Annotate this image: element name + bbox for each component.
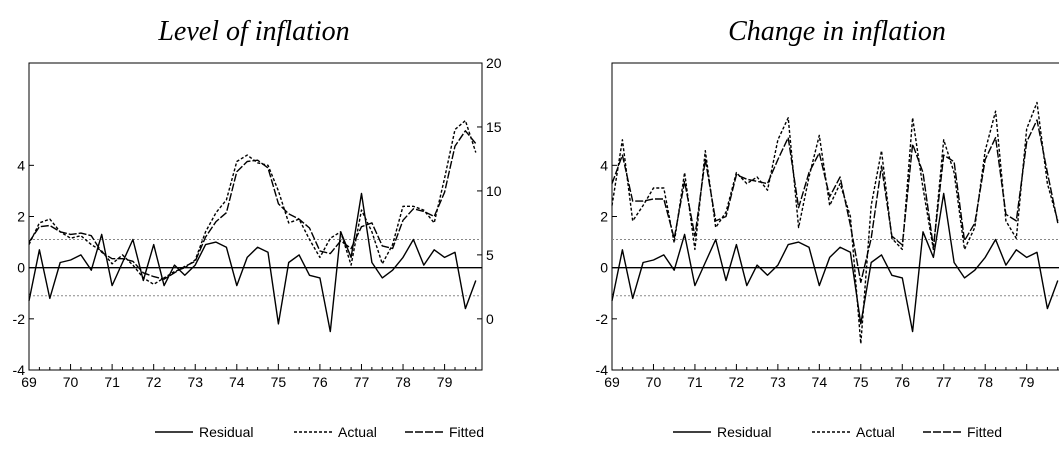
legend-label-residual: Residual — [717, 424, 771, 440]
x-tick-label: 72 — [729, 374, 745, 390]
series-line-fitted — [29, 131, 476, 279]
y-right-tick-label: 5 — [486, 247, 494, 263]
series-line-actual — [29, 121, 476, 285]
y-left-tick-label: 0 — [600, 260, 608, 276]
x-tick-label: 74 — [229, 374, 245, 390]
chart-change-in-inflation: Change in inflation 69 70 71 72 73 74 75 76 77 78… — [596, 16, 1059, 440]
x-tick-label: 79 — [1019, 374, 1035, 390]
x-tick-label: 70 — [646, 374, 662, 390]
series-line-actual — [612, 103, 1058, 344]
legend: Residual Actual Fitted — [155, 424, 484, 440]
y-left-tick-label: -4 — [13, 362, 26, 378]
legend-label-fitted: Fitted — [967, 424, 1002, 440]
x-tick-label: 77 — [354, 374, 370, 390]
x-tick-label: 77 — [936, 374, 952, 390]
x-tick-label: 78 — [977, 374, 993, 390]
legend-label-fitted: Fitted — [449, 424, 484, 440]
x-tick-label: 72 — [146, 374, 162, 390]
chart-title: Change in inflation — [728, 16, 946, 47]
chart-title: Level of inflation — [157, 16, 349, 47]
x-tick-label: 75 — [853, 374, 869, 390]
series-line-fitted — [612, 120, 1058, 282]
x-tick-label: 71 — [104, 374, 120, 390]
legend-label-actual: Actual — [856, 424, 895, 440]
y-left-tick-label: 4 — [600, 157, 608, 173]
x-tick-label: 70 — [63, 374, 79, 390]
y-left-tick-label: -2 — [13, 311, 26, 327]
chart-level-of-inflation: Level of inflation 69 70 71 72 73 74 75 76 77 78 7… — [13, 16, 502, 440]
x-tick-label: 75 — [271, 374, 287, 390]
x-tick-label: 74 — [812, 374, 828, 390]
y-left-tick-label: 2 — [600, 209, 608, 225]
y-left-tick-label: 0 — [17, 260, 25, 276]
y-right-tick-label: 20 — [486, 55, 502, 71]
x-tick-label: 79 — [437, 374, 453, 390]
x-tick-label: 78 — [395, 374, 411, 390]
plot-frame — [612, 63, 1059, 370]
y-right-tick-label: 10 — [486, 183, 502, 199]
y-left-tick-label: -2 — [596, 311, 609, 327]
x-tick-label: 73 — [187, 374, 203, 390]
y-left-tick-label: 2 — [17, 209, 25, 225]
legend: Residual Actual Fitted — [673, 424, 1002, 440]
legend-label-residual: Residual — [199, 424, 253, 440]
legend-label-actual: Actual — [338, 424, 377, 440]
x-tick-label: 71 — [687, 374, 703, 390]
x-tick-label: 76 — [312, 374, 328, 390]
y-left-tick-label: 4 — [17, 157, 25, 173]
x-tick-label: 73 — [770, 374, 786, 390]
y-right-tick-label: 0 — [486, 311, 494, 327]
y-right-tick-label: 15 — [486, 119, 502, 135]
x-tick-label: 76 — [894, 374, 910, 390]
y-left-tick-label: -4 — [596, 362, 609, 378]
plot-frame — [29, 63, 482, 370]
